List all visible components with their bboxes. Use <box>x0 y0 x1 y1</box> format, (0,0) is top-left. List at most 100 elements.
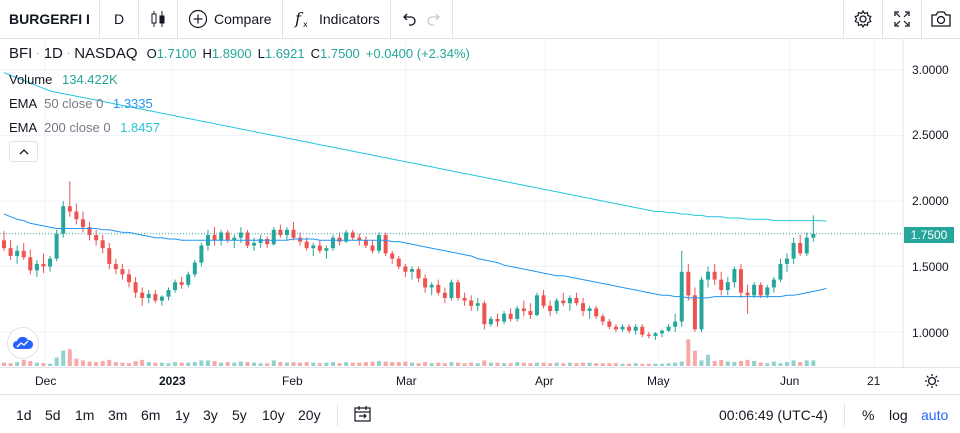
time-axis[interactable]: Dec 2023 Feb Mar Apr May Jun 21 <box>0 367 960 394</box>
axis-settings-button[interactable] <box>922 371 942 391</box>
range-5d[interactable]: 5d <box>45 407 61 423</box>
undo-redo-group <box>391 0 453 38</box>
range-10y[interactable]: 10y <box>262 407 285 423</box>
go-to-date-button[interactable] <box>353 404 373 424</box>
time-zone-clock[interactable]: 00:06:49 (UTC-4) <box>719 407 828 423</box>
candle-body <box>8 248 13 257</box>
volume-bar <box>699 360 704 366</box>
study-ema50[interactable]: EMA 50 close 0 1.3335 <box>9 96 153 111</box>
volume-bar <box>331 362 335 366</box>
candle-body <box>613 326 618 330</box>
range-3y[interactable]: 3y <box>203 407 218 423</box>
candle-body <box>607 321 612 327</box>
legend-collapse-button[interactable] <box>9 141 38 162</box>
candle-body <box>502 313 507 322</box>
volume-bar <box>502 363 507 366</box>
volume-bar <box>80 360 85 366</box>
volume-bar <box>469 362 474 366</box>
volume-bar <box>61 350 66 366</box>
tradingview-logo[interactable] <box>7 327 39 359</box>
candle-body <box>752 284 757 296</box>
close-key: C <box>310 46 321 61</box>
volume-bar <box>752 360 757 366</box>
candle-body <box>107 248 112 264</box>
volume-bar <box>403 361 408 366</box>
candle-body <box>166 290 171 297</box>
log-scale-toggle[interactable]: log <box>889 407 908 423</box>
volume-bar <box>620 363 625 366</box>
settings-button[interactable] <box>843 0 882 38</box>
candle-body <box>534 295 539 315</box>
candle-body <box>699 279 704 330</box>
range-20y[interactable]: 20y <box>298 407 321 423</box>
candle-body <box>646 334 651 336</box>
redo-icon[interactable] <box>425 10 443 28</box>
compare-button[interactable]: Compare <box>178 0 283 38</box>
snapshot-button[interactable] <box>921 0 960 38</box>
range-1m[interactable]: 1m <box>75 407 95 423</box>
candle-body <box>791 242 796 259</box>
legend-symbol: BFI <box>9 45 33 62</box>
range-6m[interactable]: 6m <box>141 407 161 423</box>
candle-body <box>554 300 559 312</box>
toolbar-spacer <box>453 0 843 38</box>
plus-circle-icon <box>188 9 208 29</box>
candle-body <box>173 282 178 291</box>
candle-body <box>587 308 592 312</box>
volume-bar <box>409 362 414 366</box>
volume-bar <box>791 360 796 366</box>
time-label: Feb <box>282 374 303 388</box>
candle-body <box>515 308 520 319</box>
candle-body <box>488 318 493 325</box>
volume-bar <box>515 362 520 366</box>
candle-body <box>192 262 197 275</box>
range-3m[interactable]: 3m <box>108 407 128 423</box>
percent-scale-toggle[interactable]: % <box>862 407 875 423</box>
undo-icon[interactable] <box>400 10 418 28</box>
study-volume[interactable]: Volume 134.422K <box>9 72 118 87</box>
candle-body <box>278 229 283 236</box>
chart-type-button[interactable] <box>139 0 178 38</box>
volume-bar <box>574 363 579 366</box>
auto-scale-toggle[interactable]: auto <box>921 407 949 423</box>
candle-body <box>719 279 724 291</box>
study-value: 1.3335 <box>112 96 153 111</box>
volume-bar <box>778 363 783 366</box>
symbol-search-button[interactable]: BURGERFI I <box>0 0 100 38</box>
candle-body <box>541 295 546 306</box>
candle-body <box>225 232 230 241</box>
candle-body <box>153 294 158 301</box>
candle-body <box>238 232 243 238</box>
candle-body <box>15 250 20 257</box>
volume-bar <box>2 362 6 366</box>
volume-bar <box>482 360 487 366</box>
candle-body <box>692 295 697 330</box>
price-tick: 1.0000 <box>912 326 949 340</box>
volume-bar <box>456 362 461 366</box>
fullscreen-button[interactable] <box>882 0 921 38</box>
price-chart[interactable] <box>0 39 960 367</box>
range-1d[interactable]: 1d <box>16 407 32 423</box>
legend-exchange: NASDAQ <box>74 45 138 62</box>
calendar-arrow-icon <box>354 406 371 422</box>
candle-body <box>771 279 776 288</box>
volume-bar <box>423 362 428 366</box>
volume-bar <box>745 359 750 366</box>
volume-bar <box>627 363 632 366</box>
volume-bar <box>317 363 322 366</box>
volume-bar <box>298 362 303 366</box>
interval-button[interactable]: D <box>100 0 139 38</box>
candle-body <box>627 326 632 331</box>
range-1y[interactable]: 1y <box>175 407 190 423</box>
volume-bar <box>633 363 638 366</box>
volume-bar <box>738 360 743 366</box>
volume-bar <box>245 362 250 366</box>
volume-bar <box>113 362 118 366</box>
study-value: 1.8457 <box>120 120 160 135</box>
study-ema200[interactable]: EMA 200 close 0 1.8457 <box>9 120 160 135</box>
range-5y[interactable]: 5y <box>232 407 247 423</box>
volume-bar <box>732 362 737 366</box>
volume-bar <box>8 363 13 366</box>
candle-body <box>80 219 85 228</box>
